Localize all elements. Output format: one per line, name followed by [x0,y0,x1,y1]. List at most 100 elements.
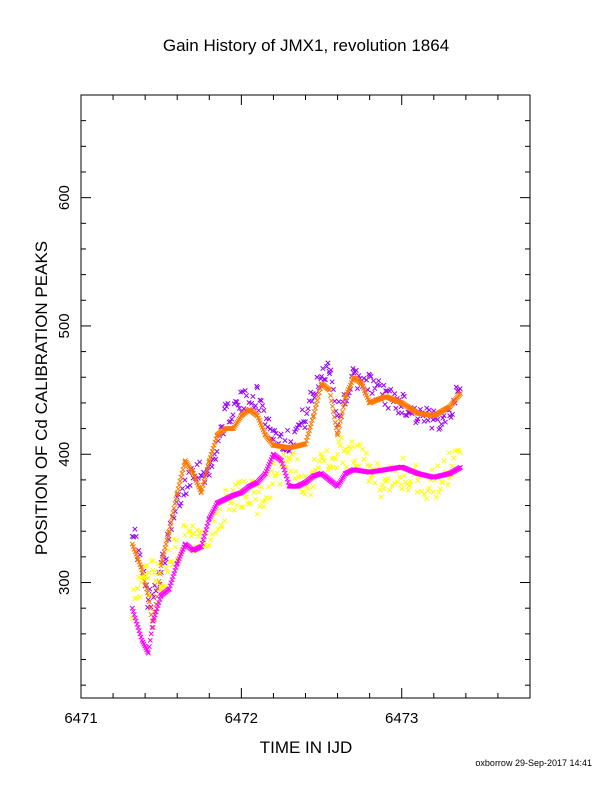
data-point [425,417,431,423]
data-point [338,413,344,420]
data-point [195,534,201,540]
data-point [231,507,237,513]
data-point [147,605,153,611]
data-point [207,455,213,461]
data-point [321,458,327,464]
data-point [429,467,435,473]
data-point [167,524,173,530]
data-point [286,456,293,462]
data-point [267,426,273,432]
data-point [178,500,184,506]
data-point [206,472,212,478]
data-point [206,458,212,464]
data-point [433,494,439,500]
data-point [247,500,253,506]
data-point [453,384,459,390]
data-point [140,574,146,581]
y-tick-label: 300 [56,570,73,595]
data-point [151,569,157,576]
data-point [401,393,407,399]
data-point [181,522,187,528]
data-point [372,385,378,392]
data-point [310,414,316,420]
data-point [292,429,298,435]
data-point [457,464,463,470]
data-point [327,392,334,399]
data-point [440,480,446,486]
data-point [173,564,179,570]
data-point [288,468,294,474]
data-point [254,383,260,389]
data-point [352,458,358,464]
data-point [156,599,162,606]
data-point [173,496,179,502]
data-point [378,494,384,500]
data-point [313,401,319,407]
data-point [424,495,430,502]
data-point [159,556,165,562]
data-point [328,398,335,404]
data-point [164,537,170,543]
data-point [166,528,172,534]
data-point [172,544,178,550]
x-axis-label: TIME IN IJD [259,738,353,757]
data-point [143,562,149,569]
data-point [214,448,220,455]
data-point [236,478,242,485]
data-point [292,475,298,481]
data-point [361,375,367,381]
data-point [426,485,432,491]
data-point [413,462,419,468]
data-point [368,475,374,481]
data-point [435,463,441,469]
data-point [204,467,210,473]
data-point [194,527,200,533]
data-point [214,511,220,517]
data-point [302,425,308,431]
data-point [143,582,149,588]
data-point [258,484,264,490]
data-point [261,504,267,510]
data-point [168,558,174,564]
data-point [153,609,159,615]
data-point [252,496,259,502]
data-point [224,404,230,410]
data-point [343,464,350,470]
data-point [266,416,272,422]
data-point [170,510,176,516]
data-point [211,442,217,448]
data-point [333,456,339,462]
data-point [376,378,382,384]
data-point [187,482,193,488]
y-tick-label: 500 [56,313,73,338]
data-point [372,480,378,486]
data-point [206,542,212,548]
x-tick-label: 6473 [385,710,418,727]
data-point [226,506,232,512]
data-point [198,529,204,535]
x-tick-label: 6471 [64,710,97,727]
data-point [449,411,455,417]
axis-ticks [80,94,531,698]
series-2 [129,374,463,630]
data-point [184,484,191,490]
data-point [147,592,153,598]
data-point [301,419,307,425]
data-point [144,586,150,592]
data-point [299,407,305,413]
data-point [131,587,137,593]
data-point [210,445,216,451]
data-point [338,434,344,441]
data-point [133,595,139,601]
data-point [161,549,167,555]
data-point [146,569,152,576]
data-point [154,579,160,585]
data-point [425,488,431,494]
data-point [421,418,427,424]
data-point [310,484,316,490]
data-point [169,514,175,520]
data-point [234,399,240,405]
data-point [154,606,160,612]
data-point [250,393,256,400]
